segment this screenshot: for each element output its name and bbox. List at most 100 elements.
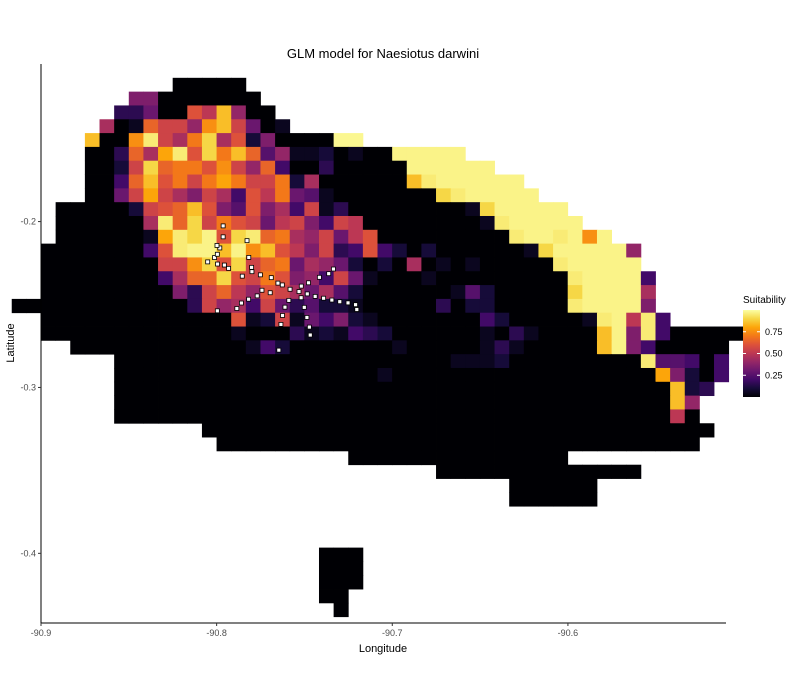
heatmap-cell [55, 271, 71, 286]
heatmap-cell [201, 119, 217, 134]
heatmap-cell [128, 354, 144, 369]
heatmap-cell [348, 271, 364, 286]
heatmap-cell [114, 174, 130, 189]
heatmap-cell [465, 367, 481, 383]
heatmap-cell [406, 188, 422, 203]
heatmap-cell [333, 561, 349, 576]
heatmap-cell [567, 312, 583, 327]
heatmap-cell [494, 381, 510, 397]
heatmap-cell [714, 367, 730, 383]
heatmap-cell [318, 188, 335, 203]
heatmap-cell [114, 202, 130, 217]
heatmap-cell [406, 312, 422, 327]
heatmap-cell [509, 257, 525, 272]
heatmap-cell [275, 229, 291, 245]
heatmap-cell [318, 575, 335, 590]
heatmap-cell [523, 229, 539, 245]
heatmap-cell [611, 326, 627, 341]
occurrence-point [296, 289, 302, 294]
heatmap-cell [333, 312, 349, 327]
heatmap-cell [479, 215, 495, 231]
heatmap-cell [245, 423, 261, 438]
heatmap-cell [479, 354, 495, 369]
heatmap-cell [348, 285, 364, 300]
occurrence-point [329, 297, 335, 303]
heatmap-cell [128, 202, 144, 217]
heatmap-cell [421, 381, 437, 397]
heatmap-cell [611, 298, 627, 314]
x-tick-label: -90.8 [206, 628, 227, 638]
heatmap-cell [99, 257, 115, 272]
heatmap-cell [626, 423, 642, 438]
heatmap-cell [99, 119, 115, 134]
occurrence-point [212, 255, 217, 260]
heatmap-cell [304, 340, 320, 355]
occurrence-point [298, 283, 304, 289]
heatmap-cell [143, 91, 159, 106]
heatmap-cell [245, 105, 261, 120]
occurrence-point [307, 332, 313, 338]
heatmap-cell [450, 298, 466, 314]
heatmap-cell [158, 312, 174, 327]
heatmap-cell [596, 340, 612, 355]
heatmap-cell [158, 381, 174, 397]
heatmap-cell [114, 298, 130, 314]
heatmap-cell [465, 340, 481, 355]
heatmap-cell [304, 381, 320, 397]
heatmap-cell [201, 229, 217, 245]
heatmap-cell [187, 229, 203, 245]
heatmap-cell [99, 188, 115, 203]
heatmap-cell [318, 395, 335, 410]
heatmap-cell [494, 437, 510, 452]
heatmap-cell [362, 160, 378, 175]
heatmap-cell [333, 285, 349, 300]
heatmap-cell [216, 146, 232, 162]
heatmap-cell [582, 367, 598, 383]
heatmap-cell [494, 367, 510, 383]
heatmap-cell [596, 464, 612, 479]
heatmap-cell [172, 285, 188, 300]
heatmap-cell [289, 423, 305, 438]
heatmap-cell [567, 340, 583, 355]
heatmap-cell [84, 174, 100, 189]
heatmap-cell [201, 77, 217, 93]
heatmap-cell [245, 395, 261, 410]
heatmap-cell [114, 326, 130, 341]
heatmap-cell [231, 133, 247, 148]
heatmap-cell [436, 464, 452, 479]
heatmap-cell [348, 423, 364, 438]
heatmap-cell [494, 215, 510, 231]
heatmap-cell [611, 437, 627, 452]
heatmap-cell [684, 409, 700, 424]
heatmap-cell [260, 409, 276, 424]
occurrence-point [254, 293, 260, 299]
heatmap-cell [582, 257, 598, 272]
heatmap-cell [479, 423, 495, 438]
heatmap-cell [465, 229, 481, 245]
heatmap-cell [406, 367, 422, 383]
heatmap-cell [187, 257, 203, 272]
heatmap-cell [84, 340, 100, 355]
heatmap-cell [201, 174, 217, 189]
occurrence-point [246, 296, 252, 302]
heatmap-cell [84, 133, 100, 148]
heatmap-cell [158, 174, 174, 189]
heatmap-cell [626, 243, 642, 258]
heatmap-cell [318, 285, 335, 300]
heatmap-cell [421, 312, 437, 327]
heatmap-cell [436, 354, 452, 369]
heatmap-cell [567, 257, 583, 272]
heatmap-cell [640, 326, 656, 341]
heatmap-cell [304, 202, 320, 217]
heatmap-cell [450, 243, 466, 258]
heatmap-cell [406, 243, 422, 258]
heatmap-cell [245, 367, 261, 383]
heatmap-cell [201, 367, 217, 383]
heatmap-cell [201, 298, 217, 314]
heatmap-cell [392, 381, 408, 397]
heatmap-cell [128, 174, 144, 189]
heatmap-cell [289, 229, 305, 245]
heatmap-cell [275, 409, 291, 424]
heatmap-cell [421, 450, 437, 466]
heatmap-cell [172, 367, 188, 383]
